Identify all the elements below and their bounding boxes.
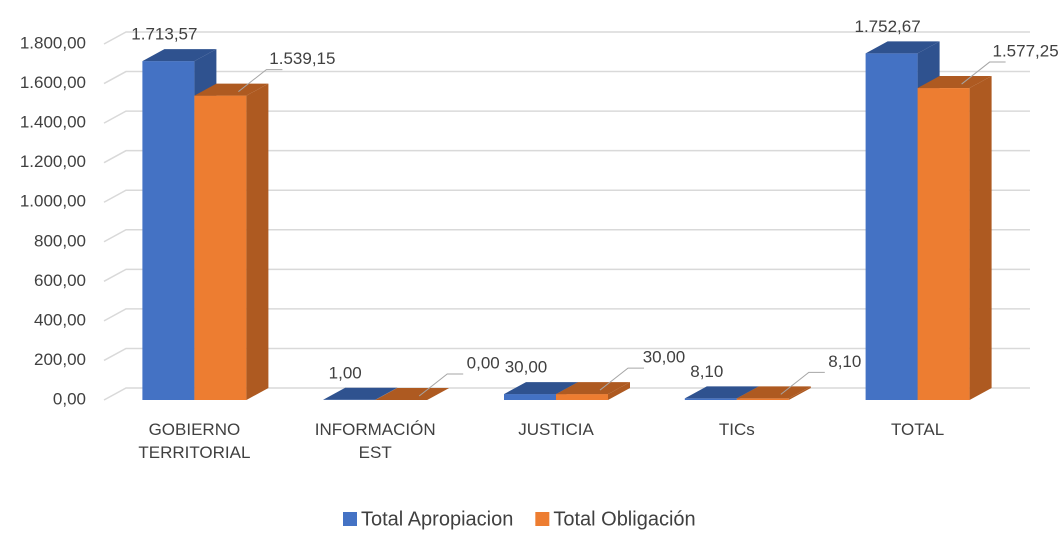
leader-line xyxy=(961,61,1006,85)
grid-line xyxy=(103,149,1030,164)
grid-line xyxy=(103,189,1030,203)
data-label: 8,10 xyxy=(828,352,861,371)
bar-top xyxy=(917,76,992,89)
data-label: 8,10 xyxy=(690,362,723,381)
bar-top xyxy=(556,382,630,395)
leader-line xyxy=(780,371,825,395)
x-tick-label: TOTAL xyxy=(890,420,945,439)
leader-line xyxy=(599,367,644,391)
leader-line xyxy=(418,373,464,397)
bar-side xyxy=(246,83,269,400)
data-label: 1.752,67 xyxy=(855,17,921,36)
grid-line xyxy=(103,110,1030,124)
data-label: 30,00 xyxy=(505,358,548,377)
y-tick-label: 1.800,00 xyxy=(20,33,86,52)
grid-line xyxy=(103,347,1030,362)
bar-front xyxy=(142,61,195,400)
grid-line xyxy=(103,308,1030,322)
data-label: 1,00 xyxy=(329,363,362,382)
bar-top xyxy=(684,386,759,399)
legend-swatch xyxy=(343,512,357,526)
grid-line xyxy=(103,268,1030,282)
legend-label: Total Obligación xyxy=(553,508,695,530)
y-tick-label: 1.200,00 xyxy=(20,152,86,171)
bar-side xyxy=(375,387,398,400)
bar-side xyxy=(969,76,992,401)
bar-top xyxy=(865,41,940,54)
y-tick-label: 1.000,00 xyxy=(20,192,86,211)
bar-front xyxy=(684,398,737,400)
data-label: 1.713,57 xyxy=(131,25,197,44)
grid-line xyxy=(103,31,1030,45)
bar-front xyxy=(865,53,918,401)
y-tick-label: 800,00 xyxy=(34,231,86,250)
bar-front xyxy=(556,394,608,400)
bar-top xyxy=(323,387,398,400)
legend-label: Total Apropiacion xyxy=(361,508,513,530)
bar-top xyxy=(504,382,578,395)
x-tick-label: GOBIERNO TERRITORIAL xyxy=(138,420,251,462)
y-tick-label: 1.600,00 xyxy=(20,73,86,92)
bar-front xyxy=(736,398,789,400)
bar-front xyxy=(917,88,970,401)
bar-top xyxy=(375,388,450,400)
data-label: 30,00 xyxy=(643,348,686,367)
x-tick-label: JUSTICIA xyxy=(518,420,594,439)
legend-swatch xyxy=(535,512,550,526)
x-tick-label: INFORMACIÓN EST xyxy=(314,420,436,462)
y-tick-label: 0,00 xyxy=(53,389,86,408)
bar-side xyxy=(788,386,811,400)
x-tick-label: TICs xyxy=(718,420,755,439)
grid-line xyxy=(103,229,1030,243)
y-tick-label: 1.400,00 xyxy=(20,113,86,132)
y-tick-label: 600,00 xyxy=(34,271,86,290)
data-label: 0,00 xyxy=(467,353,500,372)
bar-top xyxy=(194,83,269,96)
leader-line xyxy=(238,69,283,92)
data-label: 1.577,25 xyxy=(993,42,1058,61)
bar-side xyxy=(608,382,630,400)
bar-top xyxy=(736,386,811,399)
bar-front xyxy=(194,95,247,400)
grid-line xyxy=(103,70,1030,85)
data-label: 1.539,15 xyxy=(269,49,335,68)
bar-top xyxy=(142,49,217,62)
y-tick-label: 400,00 xyxy=(34,310,86,329)
y-tick-label: 200,00 xyxy=(34,350,86,369)
bar-front xyxy=(504,394,556,400)
